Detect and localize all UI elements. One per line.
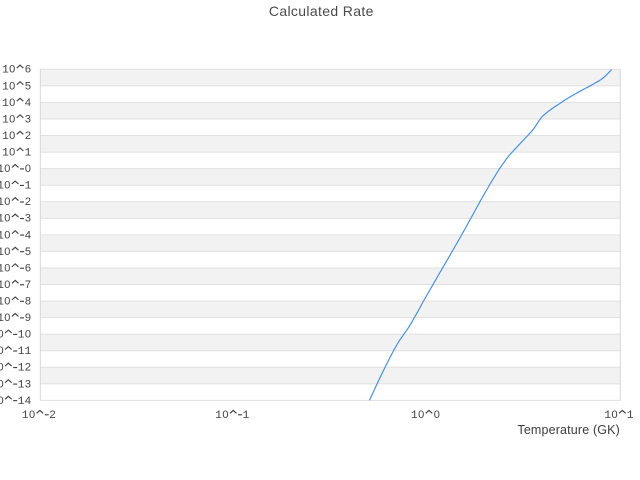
svg-text:1: 1 — [18, 396, 25, 408]
svg-text:0: 0 — [4, 312, 10, 324]
svg-text:0: 0 — [9, 113, 15, 125]
svg-text:Temperature (GK): Temperature (GK) — [517, 423, 620, 437]
svg-text:9: 9 — [25, 312, 31, 324]
svg-text:3: 3 — [25, 378, 31, 390]
svg-text:0: 0 — [4, 180, 10, 192]
svg-text:4: 4 — [25, 97, 31, 109]
svg-text:1: 1 — [2, 98, 9, 110]
svg-text:1: 1 — [604, 410, 611, 422]
svg-text:0: 0 — [434, 409, 440, 421]
svg-text:Calculated Rate: Calculated Rate — [269, 3, 374, 19]
svg-text:1: 1 — [18, 363, 25, 375]
svg-text:1: 1 — [0, 263, 4, 275]
svg-text:2: 2 — [50, 409, 56, 421]
svg-text:7: 7 — [25, 279, 31, 291]
svg-text:0: 0 — [29, 409, 35, 421]
svg-text:1: 1 — [18, 379, 25, 391]
svg-text:1: 1 — [243, 410, 250, 422]
svg-text:0: 0 — [222, 409, 228, 421]
svg-text:1: 1 — [0, 230, 4, 242]
svg-text:4: 4 — [25, 395, 31, 407]
svg-text:0: 0 — [9, 146, 15, 158]
svg-text:1: 1 — [2, 147, 9, 159]
svg-text:1: 1 — [0, 247, 4, 259]
svg-text:1: 1 — [24, 181, 31, 193]
svg-text:0: 0 — [4, 213, 10, 225]
svg-text:0: 0 — [9, 80, 15, 92]
svg-text:4: 4 — [25, 229, 31, 241]
svg-text:1: 1 — [24, 147, 31, 159]
svg-text:0: 0 — [25, 163, 31, 175]
svg-text:1: 1 — [18, 346, 25, 358]
svg-text:0: 0 — [0, 378, 4, 390]
svg-text:1: 1 — [0, 181, 4, 193]
svg-text:0: 0 — [9, 64, 15, 76]
svg-text:0: 0 — [4, 229, 10, 241]
svg-text:1: 1 — [2, 65, 9, 77]
svg-text:0: 0 — [9, 130, 15, 142]
svg-text:5: 5 — [25, 80, 31, 92]
svg-text:0: 0 — [0, 345, 4, 357]
svg-text:1: 1 — [2, 131, 9, 143]
svg-text:0: 0 — [9, 97, 15, 109]
svg-text:0: 0 — [611, 409, 617, 421]
svg-text:0: 0 — [4, 196, 10, 208]
svg-text:3: 3 — [25, 213, 31, 225]
svg-text:1: 1 — [0, 197, 4, 209]
svg-text:0: 0 — [4, 279, 10, 291]
svg-text:1: 1 — [2, 81, 9, 93]
svg-text:1: 1 — [0, 296, 4, 308]
svg-text:1: 1 — [215, 410, 222, 422]
svg-text:2: 2 — [25, 130, 31, 142]
svg-text:2: 2 — [25, 196, 31, 208]
svg-text:0: 0 — [4, 246, 10, 258]
svg-text:0: 0 — [4, 295, 10, 307]
svg-text:2: 2 — [25, 362, 31, 374]
svg-text:1: 1 — [2, 114, 9, 126]
svg-text:0: 0 — [4, 262, 10, 274]
svg-text:1: 1 — [627, 410, 634, 422]
svg-text:0: 0 — [0, 362, 4, 374]
svg-text:6: 6 — [25, 262, 31, 274]
svg-text:1: 1 — [24, 346, 31, 358]
svg-text:0: 0 — [4, 163, 10, 175]
svg-text:0: 0 — [0, 395, 4, 407]
svg-text:0: 0 — [25, 329, 31, 341]
svg-text:3: 3 — [25, 113, 31, 125]
svg-text:8: 8 — [25, 295, 31, 307]
svg-text:0: 0 — [418, 409, 424, 421]
svg-text:1: 1 — [411, 410, 418, 422]
svg-text:6: 6 — [25, 64, 31, 76]
svg-text:1: 1 — [22, 410, 29, 422]
svg-text:1: 1 — [0, 164, 4, 176]
svg-text:1: 1 — [0, 214, 4, 226]
svg-text:0: 0 — [0, 329, 4, 341]
svg-text:1: 1 — [0, 313, 4, 325]
svg-text:1: 1 — [0, 280, 4, 292]
svg-text:5: 5 — [25, 246, 31, 258]
svg-text:1: 1 — [18, 330, 25, 342]
